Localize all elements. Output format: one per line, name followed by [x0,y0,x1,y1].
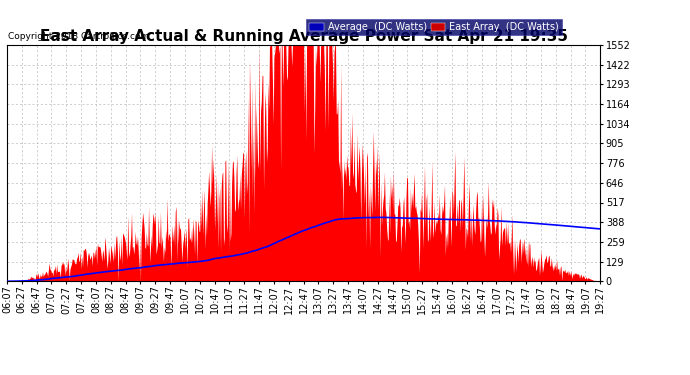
Text: Copyright 2018 Cartronics.com: Copyright 2018 Cartronics.com [8,32,150,41]
Title: East Array Actual & Running Average Power Sat Apr 21 19:35: East Array Actual & Running Average Powe… [39,29,568,44]
Legend: Average  (DC Watts), East Array  (DC Watts): Average (DC Watts), East Array (DC Watts… [306,19,562,35]
